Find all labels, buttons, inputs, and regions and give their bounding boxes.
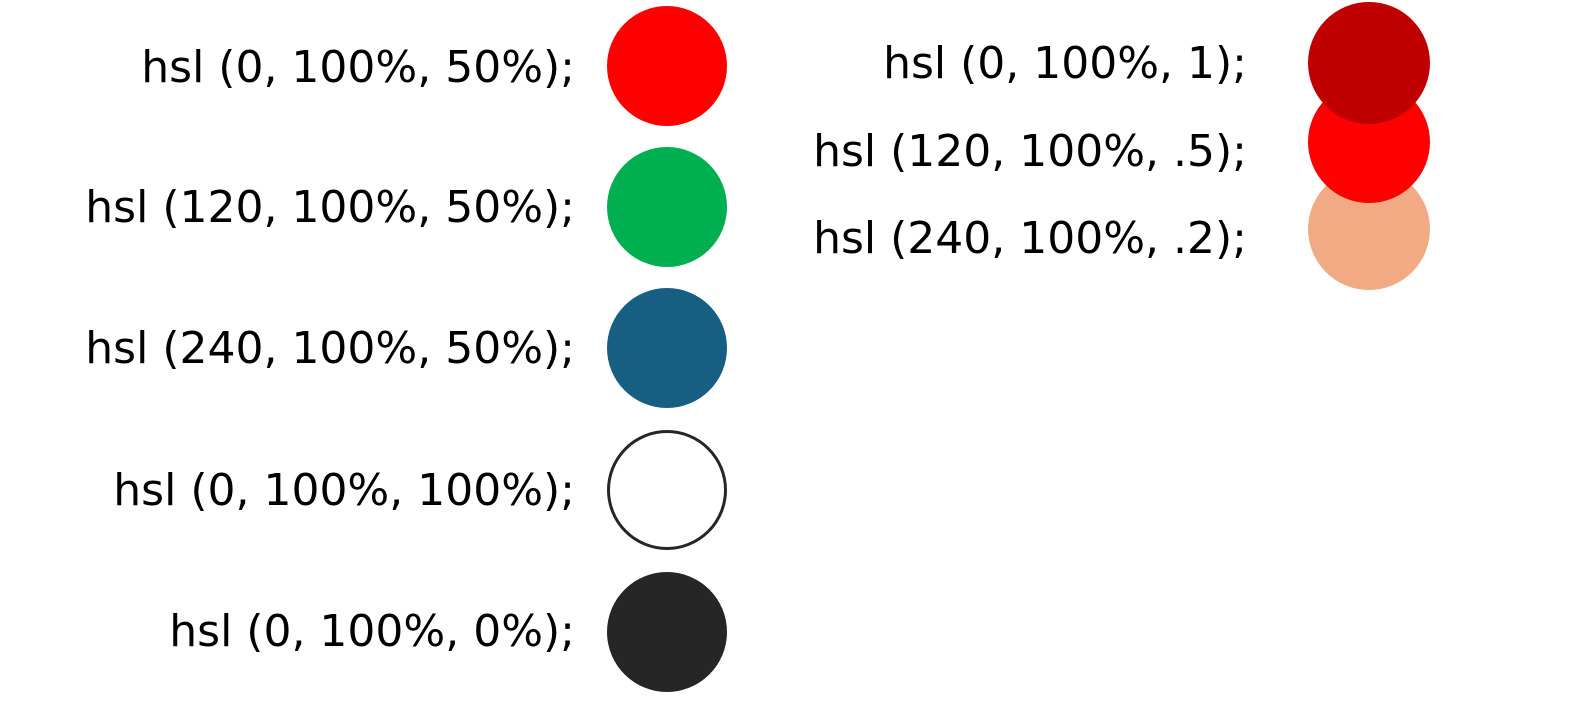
hsl-label-bright-red: hsl (120, 100%, .5); (813, 126, 1247, 177)
red-circle-swatch (607, 6, 727, 126)
white-circle-swatch (607, 430, 727, 550)
hsl-label-black: hsl (0, 100%, 0%); (169, 606, 575, 657)
hsl-label-blue: hsl (240, 100%, 50%); (85, 323, 575, 374)
green-circle-swatch (607, 147, 727, 267)
hsl-label-white: hsl (0, 100%, 100%); (113, 465, 575, 516)
hsl-label-dark-red: hsl (0, 100%, 1); (883, 38, 1247, 89)
black-circle-swatch (607, 572, 727, 692)
hsl-label-red: hsl (0, 100%, 50%); (141, 42, 575, 93)
blue-circle-swatch (607, 288, 727, 408)
hsl-label-peach: hsl (240, 100%, .2); (813, 213, 1247, 264)
dark-red-circle-swatch (1308, 2, 1430, 124)
hsl-label-green: hsl (120, 100%, 50%); (85, 182, 575, 233)
